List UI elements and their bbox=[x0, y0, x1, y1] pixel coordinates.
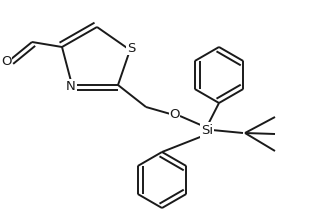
Text: O: O bbox=[1, 54, 11, 67]
Text: S: S bbox=[127, 42, 135, 54]
Text: O: O bbox=[169, 107, 180, 121]
Text: N: N bbox=[66, 79, 76, 93]
Text: Si: Si bbox=[201, 123, 213, 137]
